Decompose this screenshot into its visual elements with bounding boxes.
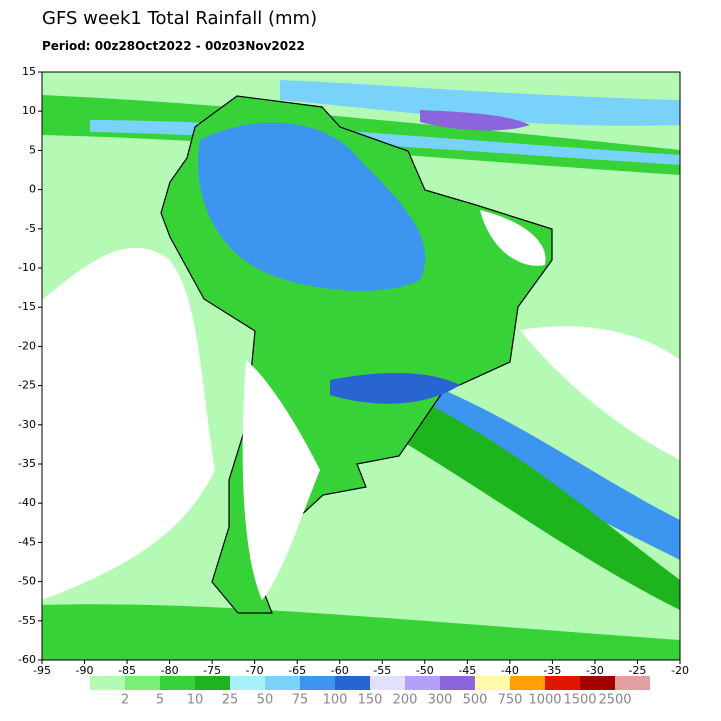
x-tick-label: -60 — [331, 664, 349, 677]
y-tick-label: -40 — [18, 496, 36, 509]
colorbar-label: 2500 — [598, 693, 631, 708]
colorbar-box — [405, 676, 440, 690]
colorbar-label: 200 — [393, 693, 418, 708]
x-tick-label: -55 — [373, 664, 391, 677]
colorbar-box — [615, 676, 650, 690]
colorbar-label: 5 — [156, 693, 164, 708]
y-tick-label: -35 — [18, 457, 36, 470]
colorbar-box — [370, 676, 405, 690]
colorbar-label: 25 — [222, 693, 239, 708]
dry-land — [242, 360, 320, 600]
colorbar-label: 1000 — [528, 693, 561, 708]
x-tick-label: -20 — [671, 664, 689, 677]
y-tick-label: -10 — [18, 261, 36, 274]
y-tick-label: -30 — [18, 418, 36, 431]
x-tick-label: -65 — [288, 664, 306, 677]
y-tick-label: -45 — [18, 535, 36, 548]
colorbar-label: 10 — [187, 693, 204, 708]
y-tick-label: -25 — [18, 379, 36, 392]
rainfall-field — [42, 72, 680, 660]
y-tick-label: -55 — [18, 614, 36, 627]
colorbar-box — [90, 676, 125, 690]
x-tick-label: -50 — [416, 664, 434, 677]
colorbar-box — [300, 676, 335, 690]
x-tick-label: -35 — [543, 664, 561, 677]
rain-band — [400, 400, 680, 610]
colorbar-box — [335, 676, 370, 690]
y-tick-label: -50 — [18, 575, 36, 588]
axes: -95 -90 -85 -80 -75 -70 -65 -60 -55 -50 -45 -40 -35-… — [18, 65, 689, 677]
x-tick-label: -95 — [33, 664, 51, 677]
y-tick-label: 5 — [29, 143, 36, 156]
heavy-rain — [198, 122, 426, 291]
x-tick-label: -25 — [628, 664, 646, 677]
rain-band — [42, 604, 680, 660]
rain-band — [280, 80, 680, 126]
y-tick-label: -15 — [18, 300, 36, 313]
colorbar-label: 750 — [498, 693, 523, 708]
x-tick-label: -30 — [586, 664, 604, 677]
period: Period: 00z28Oct2022 - 00z03Nov2022 — [42, 39, 305, 53]
colorbar-box — [440, 676, 475, 690]
colorbar-box — [160, 676, 195, 690]
y-tick-label: -5 — [25, 222, 36, 235]
colorbar-box — [545, 676, 580, 690]
map-frame — [41, 71, 681, 661]
title: GFS week1 Total Rainfall (mm) — [42, 8, 317, 29]
heavy-rain — [330, 373, 460, 404]
colorbar-label: 100 — [323, 693, 348, 708]
colorbar-label: 1500 — [563, 693, 596, 708]
y-tick-label: -20 — [18, 339, 36, 352]
colorbar-box — [195, 676, 230, 690]
y-tick-label: -60 — [18, 653, 36, 666]
colorbar-box — [230, 676, 265, 690]
y-tick-label: 0 — [29, 183, 36, 196]
x-tick-label: -70 — [246, 664, 264, 677]
colorbar-box — [510, 676, 545, 690]
colorbar-label: 75 — [292, 693, 309, 708]
rain-band — [420, 110, 530, 131]
x-tick-label: -40 — [501, 664, 519, 677]
x-tick-label: -90 — [76, 664, 94, 677]
colorbar-box — [475, 676, 510, 690]
colorbar-box — [265, 676, 300, 690]
x-tick-label: -75 — [203, 664, 221, 677]
dry-ocean — [520, 326, 680, 460]
dry-ocean — [42, 247, 215, 600]
x-tick-label: -45 — [458, 664, 476, 677]
colorbar-label: 2 — [121, 693, 129, 708]
y-tick-label: 10 — [22, 104, 36, 117]
x-tick-label: -80 — [161, 664, 179, 677]
dry-land — [480, 210, 546, 266]
colorbar-box — [125, 676, 160, 690]
colorbar: 2 5 10 25 50 75 100 150 200 300 500 750 1000 1500 2500 — [90, 676, 650, 708]
colorbar-label: 150 — [358, 693, 383, 708]
colorbar-box — [580, 676, 615, 690]
colorbar-label: 50 — [257, 693, 274, 708]
y-tick-label: 15 — [22, 65, 36, 78]
colorbar-label: 300 — [428, 693, 453, 708]
colorbar-label: 500 — [463, 693, 488, 708]
rain-band — [400, 380, 680, 560]
x-tick-label: -85 — [118, 664, 136, 677]
